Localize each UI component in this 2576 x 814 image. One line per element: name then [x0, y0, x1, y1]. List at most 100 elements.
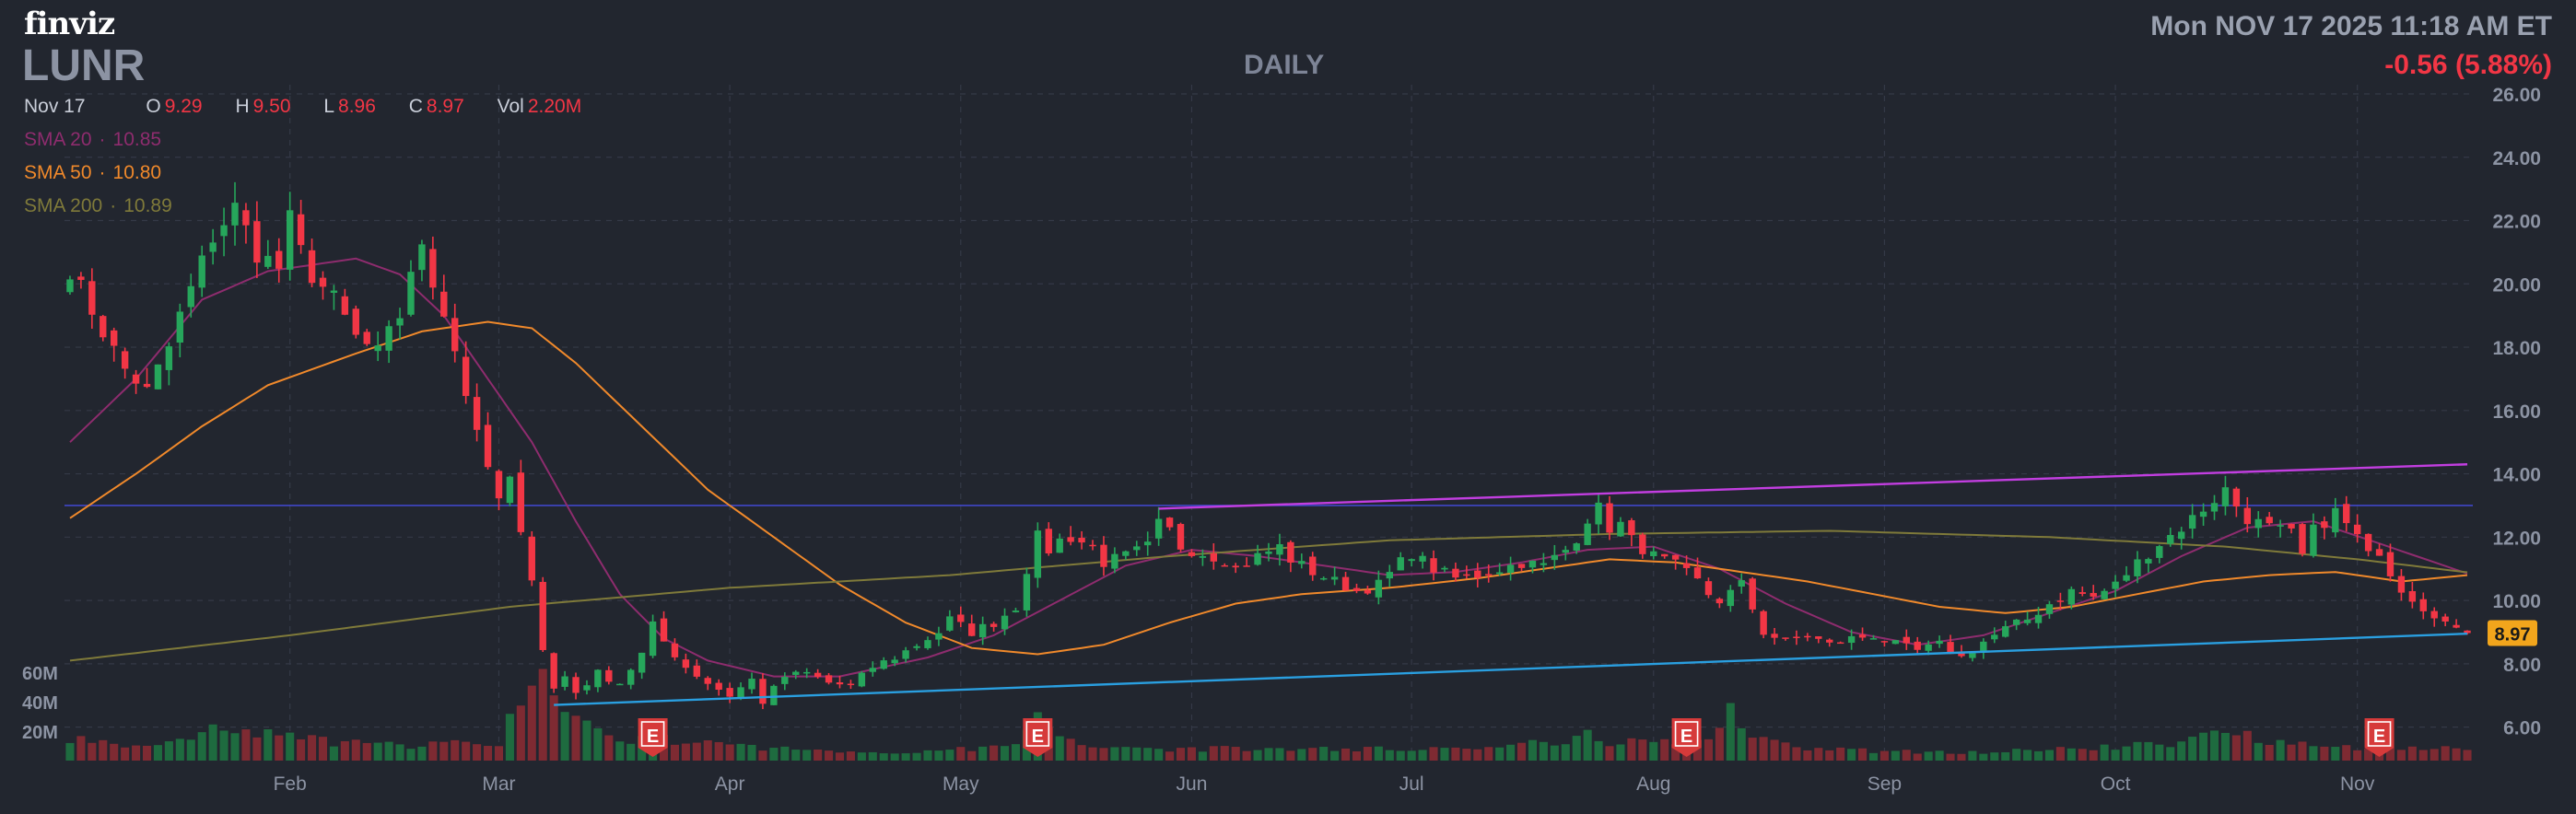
volume-bars	[65, 669, 2472, 761]
volume-bar	[99, 739, 108, 761]
volume-bar	[956, 747, 966, 761]
volume-bar	[1099, 748, 1108, 761]
volume-bar	[2100, 744, 2109, 761]
volume-bar	[153, 745, 162, 761]
volume-bar	[219, 730, 228, 761]
volume-bar	[868, 751, 877, 761]
volume-bar	[2122, 746, 2131, 761]
candle-body	[407, 272, 415, 315]
candle-body	[473, 397, 481, 430]
candle-body	[1386, 572, 1393, 579]
candle-body	[1452, 568, 1459, 578]
candle-body	[1154, 518, 1163, 539]
finviz-logo[interactable]: finviz	[24, 6, 115, 42]
volume-bar	[1649, 741, 1658, 761]
sma200-legend[interactable]: SMA 200 · 10.89	[24, 195, 172, 216]
volume-bar	[406, 749, 416, 761]
volume-bar	[1154, 749, 1164, 761]
candle-body	[1276, 544, 1283, 555]
candle-body	[2002, 626, 2009, 637]
candle-body	[1001, 615, 1009, 630]
volume-bar	[286, 732, 295, 761]
volume-bar	[505, 714, 514, 761]
earnings-marker-label: E	[647, 727, 659, 747]
candle-body	[1584, 523, 1591, 545]
candle-body	[330, 290, 338, 293]
candle-body	[2210, 503, 2219, 512]
volume-bar	[1594, 740, 1603, 761]
candle-body	[2221, 487, 2230, 506]
volume-bar	[1176, 748, 1186, 761]
candle-body	[1991, 634, 1998, 640]
volume-bar	[1572, 736, 1581, 761]
earnings-marker-label: E	[1680, 727, 1692, 747]
trendlines[interactable]	[554, 463, 2468, 706]
sma50-value: 10.80	[112, 162, 162, 183]
ohlc-readout: Nov 17 O 9.29 H 9.50 L 8.96 C 8.97 Vol 2.20M	[24, 96, 581, 118]
volume-bar	[1000, 746, 1010, 761]
volume-bar	[780, 746, 790, 761]
sma20-legend[interactable]: SMA 20 · 10.85	[24, 129, 162, 150]
volume-bar	[2155, 744, 2164, 761]
candle-body	[1562, 550, 1569, 553]
volume-bar	[1451, 747, 1460, 761]
candle-body	[627, 669, 635, 685]
candle-body	[1880, 641, 1889, 643]
volume-bar	[1638, 739, 1647, 761]
volume-bar	[1319, 747, 1329, 761]
volume-bar	[2033, 750, 2043, 761]
candle-body	[2177, 531, 2185, 540]
volume-bar	[1979, 753, 1988, 761]
volume-bar	[1946, 753, 1955, 761]
candle-body	[2134, 559, 2141, 576]
timeframe-label[interactable]: DAILY	[1244, 50, 1325, 80]
month-tick-label: Oct	[2101, 773, 2131, 795]
trendline-lower	[554, 632, 2468, 706]
candle-body	[264, 255, 272, 267]
candle-body	[1528, 560, 1537, 568]
volume-bar	[1429, 747, 1438, 761]
volume-bar	[1868, 752, 1879, 761]
candle-body	[957, 614, 965, 622]
volume-bar	[703, 740, 712, 761]
sma50-legend[interactable]: SMA 50 · 10.80	[24, 162, 162, 183]
candle-body	[594, 669, 602, 688]
candle-body	[253, 221, 261, 263]
candle-body	[605, 669, 613, 682]
candle-body	[451, 318, 459, 352]
volume-bar	[604, 735, 614, 761]
volume-bar	[2353, 750, 2362, 761]
volume-bar	[2220, 732, 2230, 761]
volume-bar	[275, 735, 284, 761]
datetime-label: Mon NOV 17 2025 11:18 AM ET	[2150, 11, 2552, 41]
candle-body	[1067, 537, 1074, 542]
candle-body	[1287, 541, 1294, 563]
candle-body	[660, 618, 668, 642]
volume-bar	[2452, 748, 2461, 761]
ticker-symbol: LUNR	[22, 41, 146, 90]
candle-body	[825, 675, 833, 683]
candle-body	[429, 249, 437, 288]
candle-body	[1782, 637, 1789, 639]
volume-bar	[329, 746, 338, 761]
volume-bar	[439, 741, 449, 761]
volume-bar	[2331, 747, 2340, 761]
volume-bar	[2055, 747, 2065, 761]
volume-bar	[1715, 727, 1724, 761]
volume-bar	[132, 745, 141, 761]
candle-body	[1210, 552, 1218, 562]
sma20-label: SMA 20	[24, 129, 92, 150]
volume-bar	[1814, 748, 1823, 761]
volume-bar	[549, 695, 558, 761]
candle-body	[836, 682, 844, 685]
candle-body	[1936, 640, 1943, 645]
volume-bar	[208, 724, 217, 761]
candle-body	[374, 345, 381, 352]
candle-body	[2078, 592, 2086, 594]
volume-bar	[1957, 753, 1966, 761]
candle-body	[385, 326, 392, 351]
volume-bar	[791, 750, 801, 761]
volume-bar	[1297, 749, 1306, 761]
